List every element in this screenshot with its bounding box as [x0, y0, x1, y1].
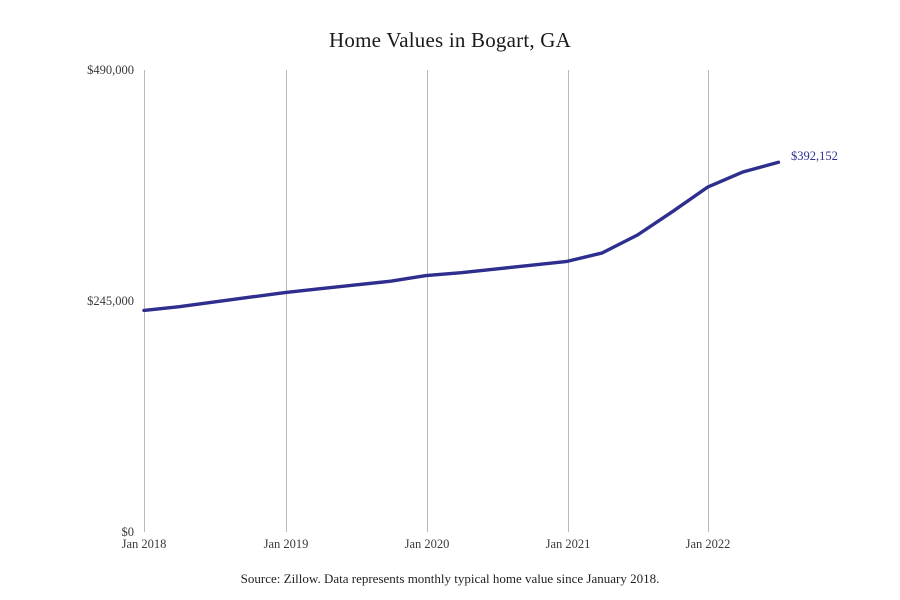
page-title: Home Values in Bogart, GA	[329, 28, 571, 52]
plot-area	[144, 70, 780, 532]
x-tick-label-jan-2018: Jan 2018	[121, 537, 167, 551]
gridline-jan-2020	[427, 70, 428, 532]
gridline-jan-2018	[144, 70, 145, 532]
y-axis: $490,000 $245,000 $0	[0, 0, 134, 600]
gridline-jan-2022	[708, 70, 709, 532]
end-point-value-label: $392,152	[791, 149, 838, 163]
x-tick-label-jan-2021: Jan 2021	[545, 537, 591, 551]
x-tick-label-jan-2022: Jan 2022	[685, 537, 731, 551]
x-tick-label-jan-2019: Jan 2019	[263, 537, 309, 551]
y-tick-label-0: $0	[121, 525, 135, 539]
gridline-jan-2019	[286, 70, 287, 532]
y-tick-label-245000: $245,000	[87, 294, 134, 308]
x-tick-label-jan-2020: Jan 2020	[404, 537, 450, 551]
y-tick-label-490000: $490,000	[87, 63, 134, 77]
source-note: Source: Zillow. Data represents monthly …	[240, 571, 660, 586]
gridline-jan-2021	[568, 70, 569, 532]
